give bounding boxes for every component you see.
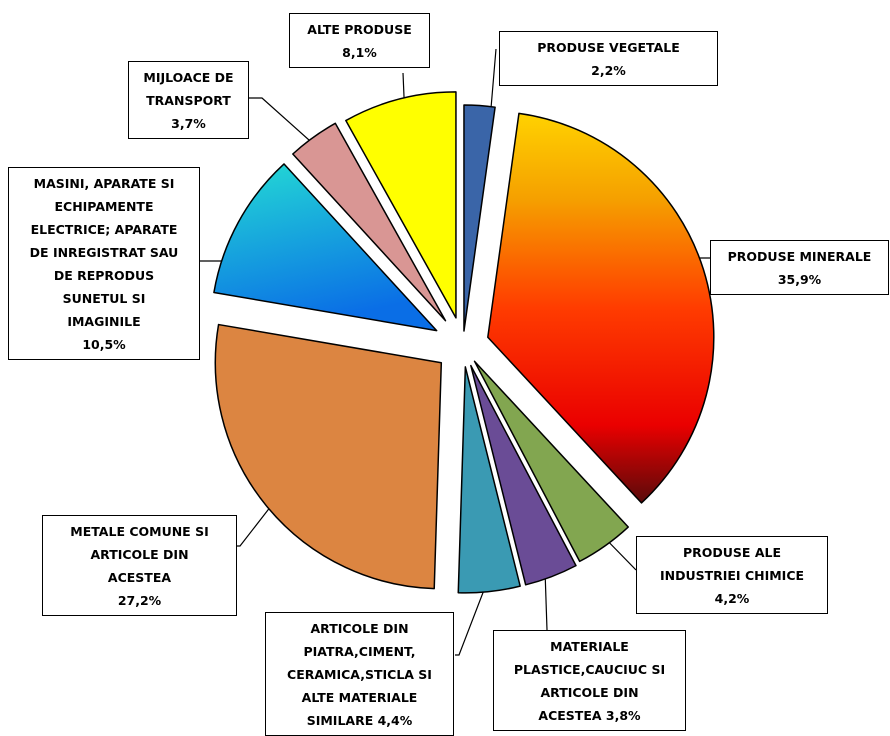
data-label-line: PIATRA,CIMENT, — [303, 644, 416, 659]
slice-produse-industriei-chimice — [473, 360, 629, 563]
pie-slices — [213, 91, 715, 594]
label-alte-produse: ALTE PRODUSE 8,1% — [289, 13, 430, 68]
data-label-line: ARTICOLE DIN — [310, 621, 409, 636]
label-articole-din-piatra: ARTICOLE DIN PIATRA,CIMENT, CERAMICA,STICL… — [265, 612, 454, 736]
data-label-line: 8,1% — [342, 45, 377, 60]
leader-line — [455, 576, 490, 656]
data-label-line: DE INREGISTRAT SAU — [29, 245, 179, 260]
data-label-line: 35,9% — [777, 272, 822, 287]
label-metale-comune: METALE COMUNE SI ARTICOLE DIN ACESTEA 27,2% — [42, 515, 237, 616]
slice-articole-din-piatra — [457, 366, 521, 594]
data-label-line: INDUSTRIEI CHIMICE — [659, 568, 805, 583]
data-label-line: ALTE PRODUSE — [307, 22, 412, 37]
slice-alte-produse — [345, 91, 457, 319]
data-label-line: ARTICOLE DIN — [540, 685, 639, 700]
data-label-line: SUNETUL SI — [62, 291, 146, 306]
data-label-line: SIMILARE 4,4% — [306, 713, 413, 728]
data-label-line: PRODUSE ALE — [682, 545, 781, 560]
leader-line — [544, 569, 548, 631]
data-label-line: ELECTRICE; APARATE — [30, 222, 178, 237]
label-mijloace-de-transport: MIJLOACE DE TRANSPORT 3,7% — [128, 61, 249, 139]
data-label-line: PRODUSE VEGETALE — [537, 40, 680, 55]
data-label-line: IMAGINILE — [67, 314, 141, 329]
data-label-line: METALE COMUNE SI — [70, 524, 209, 539]
slice-produse-vegetale — [463, 104, 496, 332]
data-label-line: ACESTEA 3,8% — [538, 708, 641, 723]
data-label-line: ACESTEA — [107, 570, 172, 585]
data-label-line: MASINI, APARATE SI — [33, 176, 175, 191]
slice-materiale-plastice — [470, 364, 577, 586]
slice-metale-comune — [214, 323, 443, 590]
data-label-line: 27,2% — [117, 593, 162, 608]
data-label-line: MATERIALE — [550, 639, 629, 654]
leader-line — [249, 97, 329, 158]
data-label-line: PLASTICE,CAUCIUC SI — [513, 662, 666, 677]
data-label-line: 2,2% — [591, 63, 626, 78]
data-label-line: 3,7% — [171, 116, 206, 131]
label-produse-industriei-chimice: PRODUSE ALE INDUSTRIEI CHIMICE 4,2% — [636, 536, 828, 614]
data-label-line: ARTICOLE DIN — [90, 547, 189, 562]
label-produse-minerale: PRODUSE MINERALE 35,9% — [710, 240, 889, 295]
data-label-line: 10,5% — [82, 337, 126, 352]
label-produse-vegetale: PRODUSE VEGETALE 2,2% — [499, 31, 718, 86]
slice-masini-aparate — [213, 163, 438, 332]
data-label-line: DE REPRODUS — [53, 268, 155, 283]
label-materiale-plastice: MATERIALE PLASTICE,CAUCIUC SI ARTICOLE DIN… — [493, 630, 686, 731]
data-label-line: ALTE MATERIALE — [301, 690, 418, 705]
slice-produse-minerale — [487, 112, 715, 504]
data-label-line: 4,2% — [714, 591, 750, 606]
data-label-line: CERAMICA,STICLA SI — [287, 667, 432, 682]
slice-mijloace-de-transport — [292, 122, 447, 322]
data-label-line: ECHIPAMENTE — [54, 199, 154, 214]
data-label-line: PRODUSE MINERALE — [727, 249, 872, 264]
label-masini-aparate: MASINI, APARATE SI ECHIPAMENTE ELECTRICE; … — [8, 167, 200, 360]
data-label-line: TRANSPORT — [146, 93, 231, 108]
data-label-line: MIJLOACE DE — [143, 70, 234, 85]
